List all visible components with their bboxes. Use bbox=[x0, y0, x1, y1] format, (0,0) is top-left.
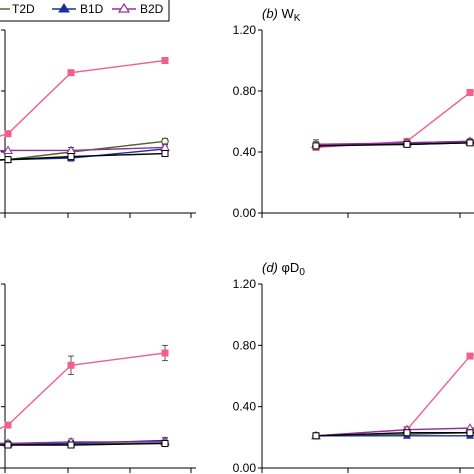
y-tick-label: 1.20 bbox=[233, 277, 257, 291]
panel-title-subscript: 0 bbox=[299, 267, 305, 278]
y-tick-label: 1.20 bbox=[233, 23, 257, 37]
data-point-t1d bbox=[67, 361, 75, 369]
series-line-t2d bbox=[315, 431, 474, 437]
series-line-b2d bbox=[0, 441, 165, 445]
data-point-ctl bbox=[4, 156, 12, 164]
legend-item-b2d: B2D bbox=[112, 2, 164, 16]
series-group-a bbox=[0, 57, 170, 164]
data-point-t1d bbox=[466, 352, 474, 360]
data-point-t1d bbox=[4, 421, 12, 429]
y-tick-label: 0.00 bbox=[233, 206, 257, 220]
panel-title-letter: (b) bbox=[262, 6, 278, 21]
legend-item-t2d: T2D bbox=[0, 2, 35, 16]
panel-title-b: (b) WK bbox=[262, 6, 301, 24]
series-line-ctl bbox=[0, 152, 166, 161]
y-tick-label: 0.00 bbox=[233, 461, 257, 474]
series-line-t1d bbox=[315, 90, 474, 149]
data-point-ctl bbox=[161, 439, 169, 447]
data-point-ctl bbox=[312, 142, 320, 150]
panel-a bbox=[0, 29, 196, 218]
legend-marker-b1d bbox=[58, 3, 70, 13]
data-point-ctl bbox=[67, 441, 75, 449]
data-point-ctl bbox=[312, 432, 320, 440]
legend-marker-b2d bbox=[117, 2, 131, 13]
legend-box bbox=[0, 0, 170, 22]
series-line-ctl bbox=[0, 442, 166, 446]
series-line-b2d bbox=[315, 427, 474, 437]
legend-label-b2d: B2D bbox=[140, 2, 164, 16]
panel-b: 0.00 0.40 0.80 1.20 (b) WK bbox=[233, 6, 474, 220]
legend-label-b1d: B1D bbox=[80, 2, 104, 16]
y-tick-label: 0.40 bbox=[233, 145, 257, 159]
y-tick-label: 0.80 bbox=[233, 84, 257, 98]
data-point-ctl bbox=[403, 429, 411, 437]
series-line-b1d bbox=[0, 148, 166, 161]
data-point-t1d bbox=[466, 89, 474, 97]
data-point-t1d bbox=[161, 57, 169, 64]
series-line-ctl bbox=[315, 142, 474, 147]
data-point-ctl bbox=[161, 150, 169, 158]
panel-title-subscript: K bbox=[294, 13, 301, 24]
series-group-c bbox=[0, 344, 170, 449]
series-line-t1d bbox=[315, 353, 474, 437]
series-line-t2d bbox=[0, 140, 166, 161]
data-point-t1d bbox=[4, 130, 12, 138]
data-point-ctl bbox=[466, 139, 474, 147]
data-point-ctl bbox=[466, 429, 474, 437]
panel-title-letter: (d) bbox=[262, 260, 278, 275]
data-point-t1d bbox=[161, 349, 169, 357]
data-point-t1d bbox=[67, 69, 75, 77]
panel-title-text: W bbox=[278, 6, 295, 21]
data-point-ctl bbox=[403, 140, 411, 148]
series-group-b bbox=[311, 89, 474, 151]
panels: 0.00 0.40 0.80 1.20 (b) WK 0.00 0.40 0.80 1.20 (d… bbox=[0, 6, 474, 474]
panel-title-d: (d) φD0 bbox=[262, 260, 305, 278]
series-line-b2d bbox=[315, 140, 474, 146]
series-line-t1d bbox=[0, 352, 166, 430]
legend: T2D B1D B2D bbox=[0, 0, 170, 22]
series-line-t1d bbox=[0, 59, 166, 137]
legend-label-t2d: T2D bbox=[12, 2, 35, 16]
panel-d: 0.00 0.40 0.80 1.20 (d) φD0 bbox=[233, 260, 474, 474]
data-point-ctl bbox=[4, 441, 12, 449]
legend-item-b1d: B1D bbox=[52, 2, 104, 16]
y-tick-label: 0.40 bbox=[233, 400, 257, 414]
panel-title-text: φD bbox=[278, 260, 299, 275]
series-group-d bbox=[311, 352, 474, 440]
series-line-ctl bbox=[315, 431, 474, 437]
panel-c bbox=[0, 283, 196, 473]
series-line-b2d bbox=[0, 146, 166, 152]
y-tick-label: 0.80 bbox=[233, 338, 257, 352]
data-point-ctl bbox=[67, 153, 75, 161]
data-point-b2d bbox=[3, 145, 13, 154]
